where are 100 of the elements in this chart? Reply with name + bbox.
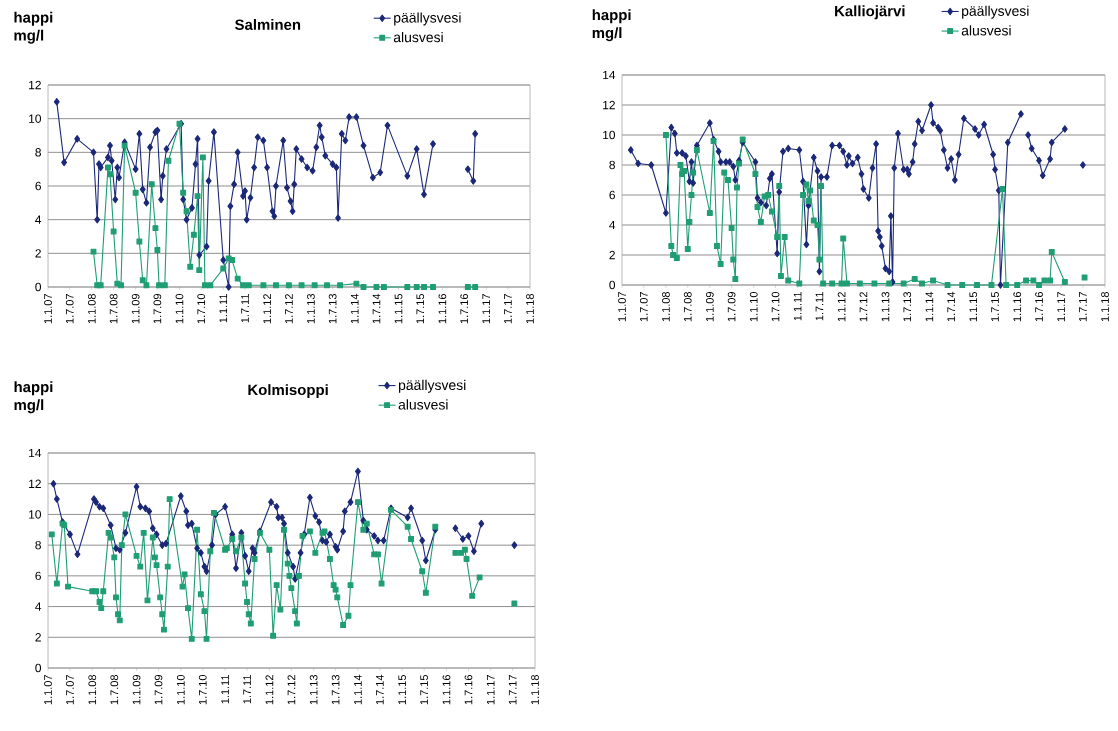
- x-tick-label: 1.7.16: [464, 675, 473, 705]
- legend-label: alusvesi: [961, 25, 1011, 36]
- y-tick-label: 0: [609, 280, 616, 290]
- x-tick-label: 1.1.15: [969, 291, 978, 322]
- x-tick-label: 1.1.16: [438, 294, 447, 324]
- y-tick-label: 12: [603, 100, 615, 110]
- y-tick-label: 6: [35, 571, 41, 581]
- y-tick-label: 12: [29, 479, 41, 488]
- point: [139, 277, 146, 284]
- x-tick-label: 1.1.16: [442, 675, 451, 705]
- point: [220, 265, 227, 272]
- y-tick-label: 10: [29, 510, 42, 519]
- y-axis-title: happi mg/l: [14, 11, 53, 44]
- x-tick-label: 1.7.14: [947, 291, 955, 322]
- y-tick-label: 14: [603, 70, 616, 80]
- x-tick-label: 1.1.14: [354, 674, 362, 705]
- legend-label: päällysvesi: [962, 5, 1029, 19]
- point: [404, 284, 411, 290]
- point: [161, 282, 168, 289]
- point: [245, 282, 252, 289]
- y-tick-label: 14: [29, 448, 42, 458]
- point: [311, 282, 318, 289]
- y-tick-label: 6: [609, 190, 615, 200]
- legend-label: päällysvesi: [394, 12, 461, 26]
- x-tick-label: 1.7.08: [110, 675, 119, 705]
- point: [207, 282, 214, 289]
- x-tick-label: 1.1.07: [618, 292, 626, 322]
- x-tick-label: 1.1.16: [1013, 292, 1022, 322]
- point: [273, 282, 279, 289]
- y-tick-label: 8: [35, 148, 41, 157]
- x-tick-label: 1.7.15: [416, 293, 425, 324]
- point: [229, 257, 235, 263]
- x-tick-label: 1.1.18: [526, 294, 534, 324]
- y-tick-label: 4: [35, 215, 42, 224]
- point: [298, 282, 305, 289]
- point: [413, 284, 420, 290]
- y-tick-label: 10: [603, 130, 616, 140]
- x-tick-label: 1.1.10: [176, 674, 185, 705]
- x-tick-label: 1.1.13: [309, 675, 318, 705]
- x-tick-label: 1.7.13: [331, 675, 340, 705]
- x-tick-label: 1.7.17: [1079, 292, 1087, 322]
- x-tick-label: 1.7.07: [66, 675, 74, 705]
- x-tick-label: 1.1.14: [350, 293, 359, 324]
- point: [464, 284, 471, 290]
- chart-title: Salminen: [235, 18, 301, 30]
- y-axis-title: happi mg/l: [592, 9, 631, 42]
- legend-label: alusvesi: [398, 399, 448, 410]
- x-tick-label: 1.7.08: [683, 292, 692, 322]
- x-tick-label: 1.7.15: [991, 291, 999, 322]
- x-tick-label: 1.1.17: [1057, 292, 1065, 322]
- x-tick-label: 1.1.11: [219, 294, 228, 323]
- point: [183, 208, 190, 215]
- x-tick-label: 1.1.08: [88, 675, 97, 705]
- x-tick-label: 1.7.10: [198, 674, 207, 705]
- point: [324, 282, 330, 289]
- x-tick-label: 1.1.09: [131, 294, 140, 324]
- x-tick-label: 1.1.12: [265, 675, 274, 705]
- x-tick-label: 1.7.09: [154, 675, 163, 705]
- y-tick-label: 2: [35, 249, 41, 258]
- x-tick-label: 1.7.11: [241, 294, 249, 323]
- x-tick-label: 1.7.10: [197, 293, 206, 324]
- x-tick-label: 1.1.09: [705, 292, 714, 322]
- point: [380, 284, 387, 290]
- point: [201, 282, 208, 289]
- point: [234, 275, 241, 282]
- chart-title: Kolmisoppi: [248, 384, 328, 399]
- point: [194, 193, 201, 200]
- x-tick-label: 1.7.12: [287, 675, 296, 705]
- y-axis-title: happi mg/l: [14, 381, 53, 414]
- x-tick-label: 1.7.11: [243, 675, 251, 704]
- x-tick-label: 1.7.09: [727, 292, 736, 322]
- x-tick-label: 1.7.11: [815, 292, 824, 321]
- x-tick-label: 1.1.08: [87, 294, 96, 324]
- point: [110, 228, 117, 235]
- y-tick-label: 4: [609, 220, 616, 230]
- x-tick-label: 1.7.15: [420, 674, 428, 705]
- x-tick-label: 1.7.07: [65, 294, 74, 324]
- legend-label: päällysvesi: [398, 379, 466, 393]
- x-tick-label: 1.7.16: [460, 294, 469, 324]
- x-tick-label: 1.1.13: [307, 294, 315, 324]
- x-tick-label: 1.7.14: [376, 674, 384, 705]
- x-tick-label: 1.1.08: [662, 292, 670, 322]
- point: [105, 164, 111, 171]
- y-tick-label: 6: [35, 181, 41, 191]
- x-tick-label: 1.1.15: [398, 674, 407, 705]
- point: [156, 282, 162, 289]
- point: [154, 247, 161, 253]
- x-tick-label: 1.1.18: [1101, 292, 1109, 322]
- y-tick-label: 0: [35, 282, 42, 292]
- chart-title: Kalliojärvi: [835, 5, 905, 20]
- point: [260, 282, 267, 289]
- point: [337, 282, 344, 289]
- y-tick-label: 12: [29, 80, 41, 90]
- x-tick-label: 1.7.13: [903, 292, 912, 322]
- point: [107, 171, 113, 178]
- point: [421, 284, 427, 290]
- x-tick-label: 1.1.10: [749, 291, 758, 322]
- point: [152, 225, 159, 232]
- x-tick-label: 1.1.13: [881, 292, 890, 322]
- x-tick-label: 1.1.15: [394, 293, 403, 324]
